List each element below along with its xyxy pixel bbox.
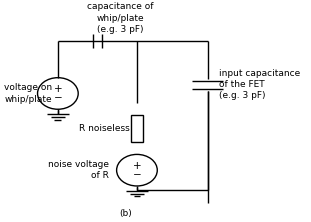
- Text: −: −: [132, 170, 141, 180]
- Text: (b): (b): [119, 209, 132, 218]
- Text: voltage on
whip/plate: voltage on whip/plate: [4, 83, 52, 103]
- Text: capacitance of
whip/plate
(e.g. 3 pF): capacitance of whip/plate (e.g. 3 pF): [87, 2, 153, 34]
- Text: input capacitance
of the FET
(e.g. 3 pF): input capacitance of the FET (e.g. 3 pF): [219, 69, 300, 100]
- Text: −: −: [53, 93, 62, 103]
- Text: R noiseless: R noiseless: [79, 124, 130, 133]
- Text: +: +: [132, 161, 141, 171]
- Bar: [131, 115, 143, 142]
- Text: noise voltage
of R: noise voltage of R: [48, 160, 109, 180]
- Text: +: +: [53, 84, 62, 94]
